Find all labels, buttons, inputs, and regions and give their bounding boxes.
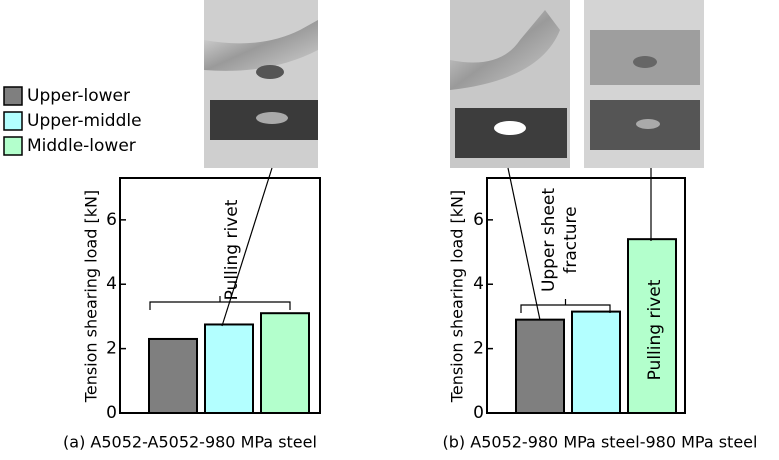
legend-label: Middle-lower: [27, 136, 136, 156]
bracket: [150, 296, 290, 310]
photo-b1: [450, 0, 570, 168]
bar: [149, 339, 197, 413]
legend-label: Upper-middle: [27, 111, 142, 131]
y-tick-label: 4: [106, 274, 117, 294]
bar: [572, 312, 620, 413]
annotation: Pulling rivet: [222, 199, 242, 300]
y-axis-title: Tension shearing load [kN]: [448, 190, 467, 403]
y-tick-label: 6: [106, 210, 117, 230]
y-tick-label: 6: [473, 210, 484, 230]
legend-swatch: [4, 112, 22, 130]
photo-a: [204, 0, 318, 168]
bar: [516, 320, 564, 413]
y-tick-label: 0: [106, 403, 117, 423]
annotation-text: fracture: [561, 206, 581, 273]
photo-b2: [584, 0, 704, 168]
legend-swatch: [4, 137, 22, 155]
caption: (b) A5052-980 MPa steel-980 MPa steel: [443, 433, 758, 452]
annotation-text: Pulling rivet: [222, 199, 242, 300]
y-tick-label: 2: [473, 339, 484, 359]
legend-label: Upper-lower: [27, 86, 130, 106]
annotation-text: Pulling rivet: [645, 279, 665, 380]
y-tick-label: 4: [473, 274, 484, 294]
annotation-text: Upper sheet: [539, 188, 559, 292]
y-tick-label: 0: [473, 403, 484, 423]
leader-line: [508, 168, 540, 320]
caption: (a) A5052-A5052-980 MPa steel: [63, 433, 317, 452]
bar: [261, 313, 309, 413]
bar: [205, 324, 253, 413]
figure: Upper-lowerUpper-middleMiddle-lower0246T…: [0, 0, 779, 460]
annotation: Pulling rivet: [645, 279, 665, 380]
y-axis-title: Tension shearing load [kN]: [82, 190, 101, 403]
y-tick-label: 2: [106, 339, 117, 359]
legend-swatch: [4, 87, 22, 105]
